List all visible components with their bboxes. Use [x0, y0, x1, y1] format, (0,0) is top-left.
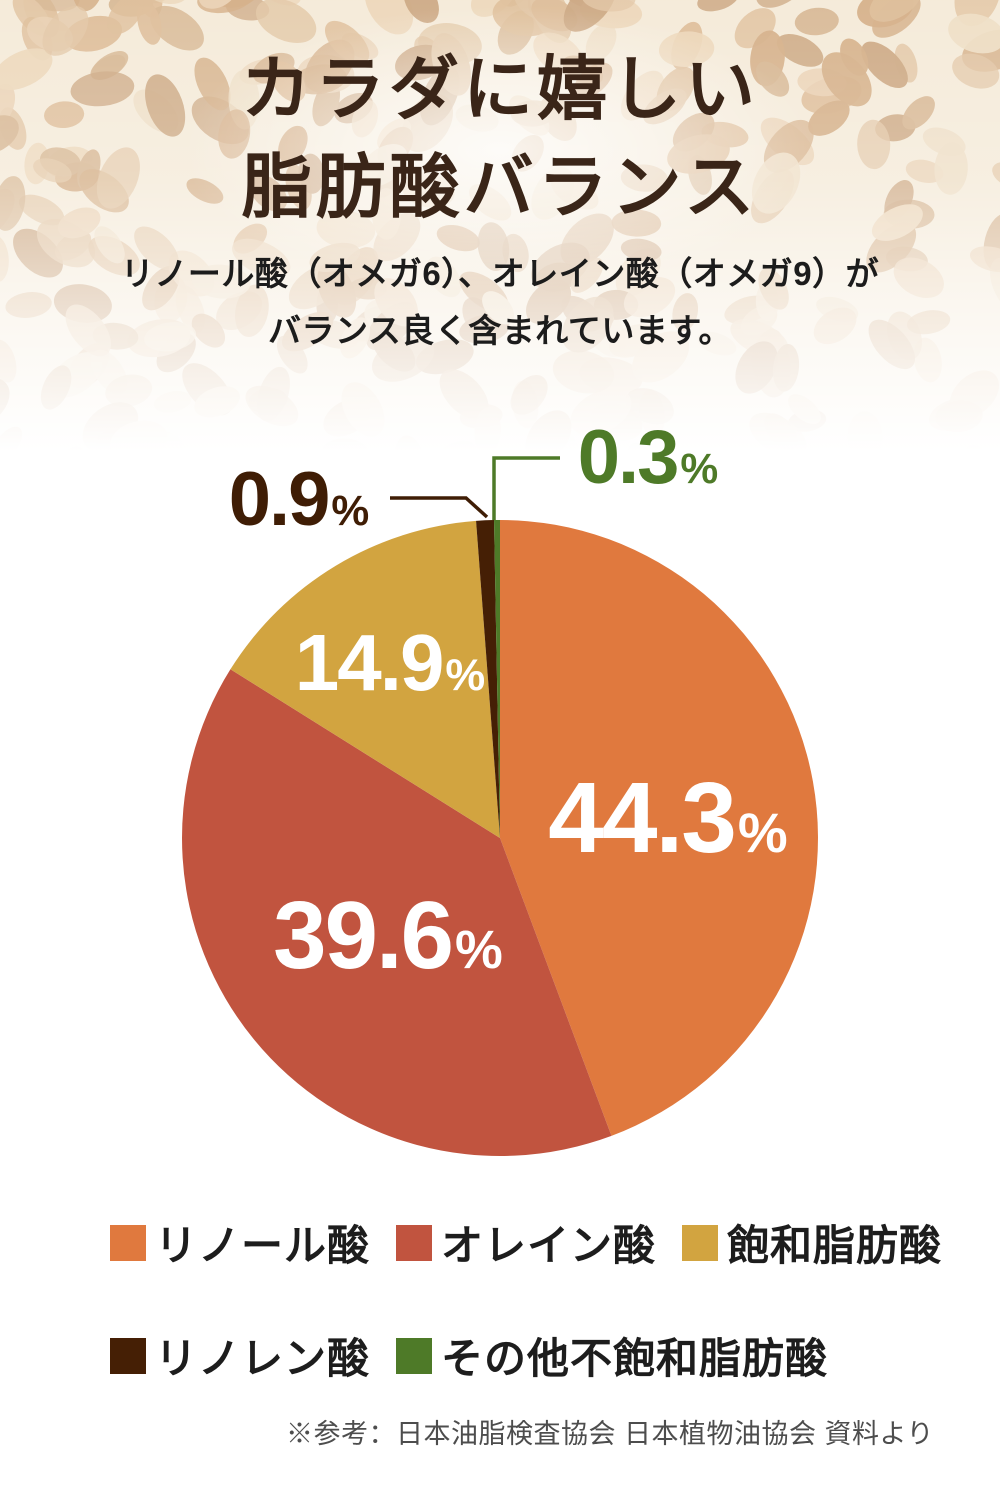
pie-chart-svg: [182, 456, 818, 1156]
pie-label-linoleic: 44.3%: [548, 768, 787, 868]
pie-value-other-unsaturated: 0.3: [577, 415, 680, 500]
page-title: カラダに嬉しい 脂肪酸バランス: [0, 40, 1000, 236]
legend-label-linoleic: リノール酸: [155, 1222, 371, 1269]
sesame-seed-background: [0, 0, 1000, 470]
legend-item-other-unsaturated: その他不飽和脂肪酸: [396, 1325, 828, 1386]
pie-label-other-unsaturated: 0.3%: [578, 420, 719, 496]
legend-swatch-linolenic: [110, 1337, 146, 1374]
percent-sign: %: [455, 920, 503, 980]
legend-label-other-unsaturated: その他不飽和脂肪酸: [441, 1335, 829, 1382]
legend-swatch-other-unsaturated: [396, 1337, 433, 1374]
title-line-2: 脂肪酸バランス: [241, 145, 759, 228]
pie-value-oleic: 39.6: [273, 882, 454, 989]
percent-sign: %: [331, 487, 370, 535]
legend-label-saturated: 飽和脂肪酸: [727, 1222, 943, 1269]
callout-line-other-unsaturated: [492, 456, 560, 520]
background-glow: [0, 0, 1000, 470]
subtitle-line-2: バランス良く含まれています。: [267, 311, 733, 349]
legend-item-oleic: オレイン酸: [396, 1212, 656, 1273]
pie-label-oleic: 39.6%: [273, 888, 503, 984]
subtitle: リノール酸（オメガ6）、オレイン酸（オメガ9）が バランス良く含まれています。: [0, 246, 1000, 360]
pie-slice-1: [182, 669, 612, 1156]
legend: リノール酸 オレイン酸 飽和脂肪酸 リノレン酸 その他不飽和脂肪酸: [110, 1212, 980, 1386]
legend-swatch-linoleic: [110, 1224, 146, 1261]
percent-sign: %: [737, 801, 788, 864]
pie-slice-0: [500, 520, 818, 1136]
pie-value-linolenic: 0.9: [228, 457, 331, 542]
legend-swatch-saturated: [682, 1224, 719, 1261]
title-line-1: カラダに嬉しい: [241, 47, 759, 130]
percent-sign: %: [445, 650, 486, 700]
source-note: ※参考：日本油脂検査協会 日本植物油協会 資料より: [286, 1419, 934, 1449]
pie-slice-4: [494, 520, 500, 838]
pie-value-linoleic: 44.3: [548, 762, 737, 874]
legend-swatch-oleic: [396, 1224, 433, 1261]
percent-sign: %: [680, 445, 719, 493]
legend-label-linolenic: リノレン酸: [155, 1335, 371, 1382]
pie-slice-2: [230, 520, 500, 838]
legend-item-linoleic: リノール酸: [110, 1212, 370, 1273]
pie-label-saturated: 14.9%: [295, 623, 486, 703]
callout-line-linolenic: [390, 496, 489, 519]
legend-item-linolenic: リノレン酸: [110, 1325, 370, 1386]
pie-value-saturated: 14.9: [294, 618, 445, 707]
pie-slice-3: [476, 520, 500, 838]
pie-label-linolenic: 0.9%: [229, 462, 370, 538]
legend-item-saturated: 飽和脂肪酸: [682, 1212, 942, 1273]
legend-label-oleic: オレイン酸: [441, 1222, 657, 1269]
pie-chart: [182, 520, 818, 1156]
subtitle-line-1: リノール酸（オメガ6）、オレイン酸（オメガ9）が: [120, 255, 880, 292]
